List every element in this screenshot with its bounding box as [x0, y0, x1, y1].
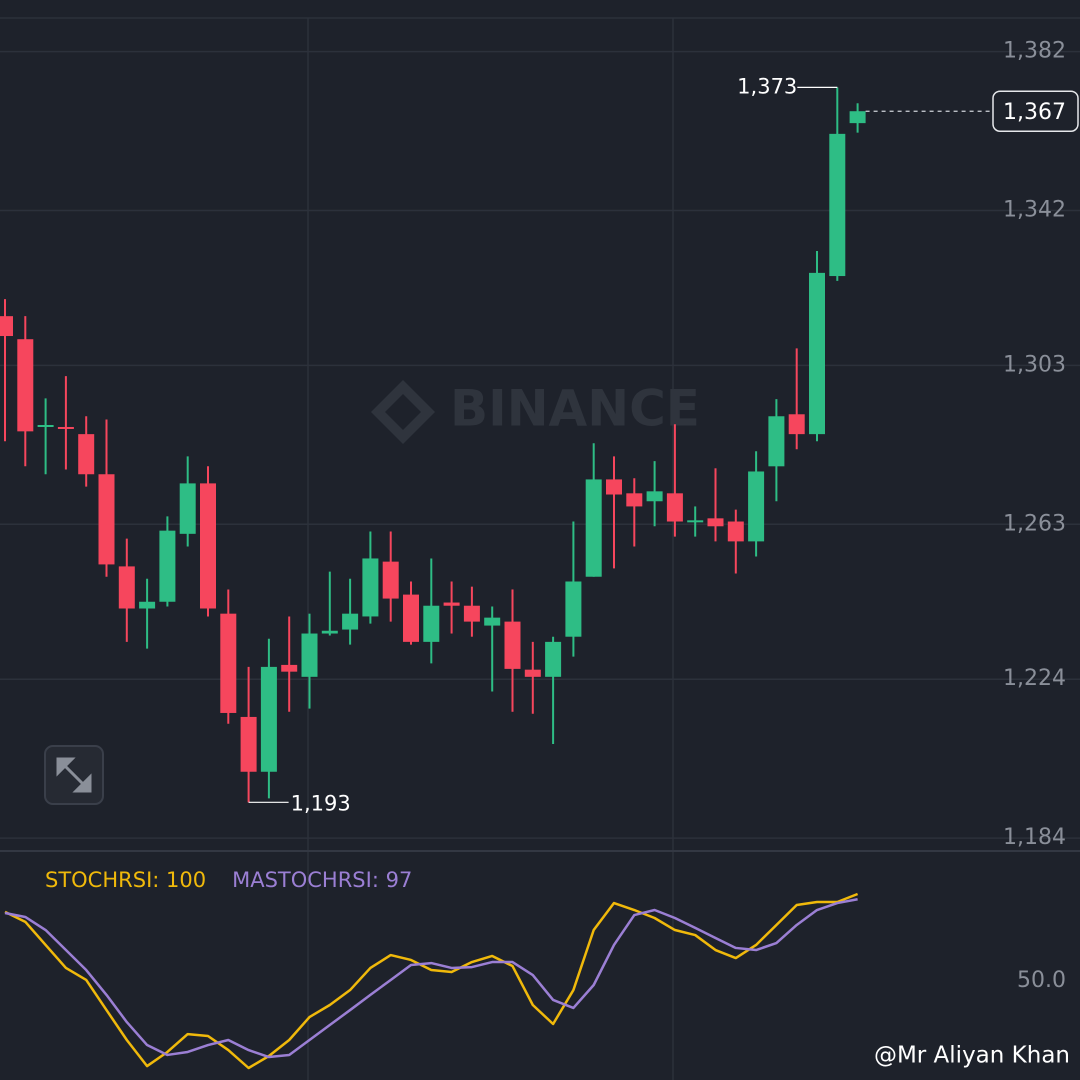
- candle-body: [382, 561, 399, 599]
- candle-body: [423, 605, 440, 642]
- candle-body: [463, 605, 480, 622]
- candle-body: [200, 483, 216, 609]
- candle-body: [0, 316, 13, 337]
- candle-body: [585, 479, 602, 577]
- candle-body: [545, 641, 562, 677]
- candle-body: [443, 602, 460, 606]
- y-tick-label: 1,342: [1003, 198, 1066, 223]
- candle-body: [809, 272, 825, 435]
- candle-body: [260, 666, 277, 772]
- candle-body: [220, 613, 237, 713]
- y-tick-label: 1,224: [1003, 666, 1066, 691]
- candle-body: [565, 581, 582, 637]
- candle-body: [78, 434, 95, 475]
- candle-body: [606, 479, 622, 495]
- y-tick-label: 1,184: [1003, 825, 1066, 850]
- candle-body: [524, 669, 541, 677]
- candle-body: [17, 339, 34, 432]
- candle-body: [768, 416, 785, 467]
- candle-body: [626, 493, 643, 507]
- candle-body: [687, 520, 704, 523]
- candle-body: [707, 518, 724, 527]
- y-tick-label: 1,382: [1003, 39, 1066, 64]
- candle-body: [504, 621, 521, 669]
- candle-body: [139, 601, 156, 609]
- candle-body: [362, 558, 379, 617]
- candle-body: [403, 594, 419, 642]
- y-tick-label: 1,303: [1003, 352, 1066, 377]
- candle-body: [57, 426, 74, 429]
- candle-body: [849, 111, 866, 124]
- candle-body: [484, 617, 501, 626]
- indicator-line: [4, 892, 859, 1070]
- candle-body: [748, 471, 765, 542]
- candle-body: [240, 716, 257, 772]
- candle-body: [788, 414, 805, 435]
- watermark: BINANCE: [450, 380, 700, 438]
- candle-body: [281, 664, 298, 672]
- candle-body: [666, 493, 683, 522]
- candle-body: [37, 425, 54, 427]
- candle-body: [118, 566, 135, 609]
- candle-body: [727, 521, 744, 542]
- expand-button[interactable]: [44, 745, 104, 805]
- legend-label: STOCHRSI: 100: [45, 868, 206, 892]
- last-price-label: 1,367: [1003, 100, 1066, 125]
- max-label: 1,373: [737, 74, 797, 98]
- min-label: 1,193: [291, 791, 351, 815]
- y-tick-label: 50.0: [1017, 968, 1066, 993]
- credit: @Mr Aliyan Khan: [874, 1043, 1070, 1069]
- indicator-line: [4, 897, 858, 1059]
- candle-body: [321, 630, 338, 634]
- candle-body: [98, 474, 115, 565]
- candle-body: [179, 483, 196, 534]
- candle-body: [829, 133, 846, 277]
- candle-body: [646, 491, 663, 502]
- candle-body: [342, 613, 359, 630]
- candle-body: [159, 530, 176, 602]
- watermark-logo: [371, 380, 435, 444]
- legend-label: MASTOCHRSI: 97: [232, 868, 412, 892]
- y-tick-label: 1,263: [1003, 511, 1066, 536]
- candle-body: [301, 633, 318, 677]
- last-price-box: [992, 90, 1079, 132]
